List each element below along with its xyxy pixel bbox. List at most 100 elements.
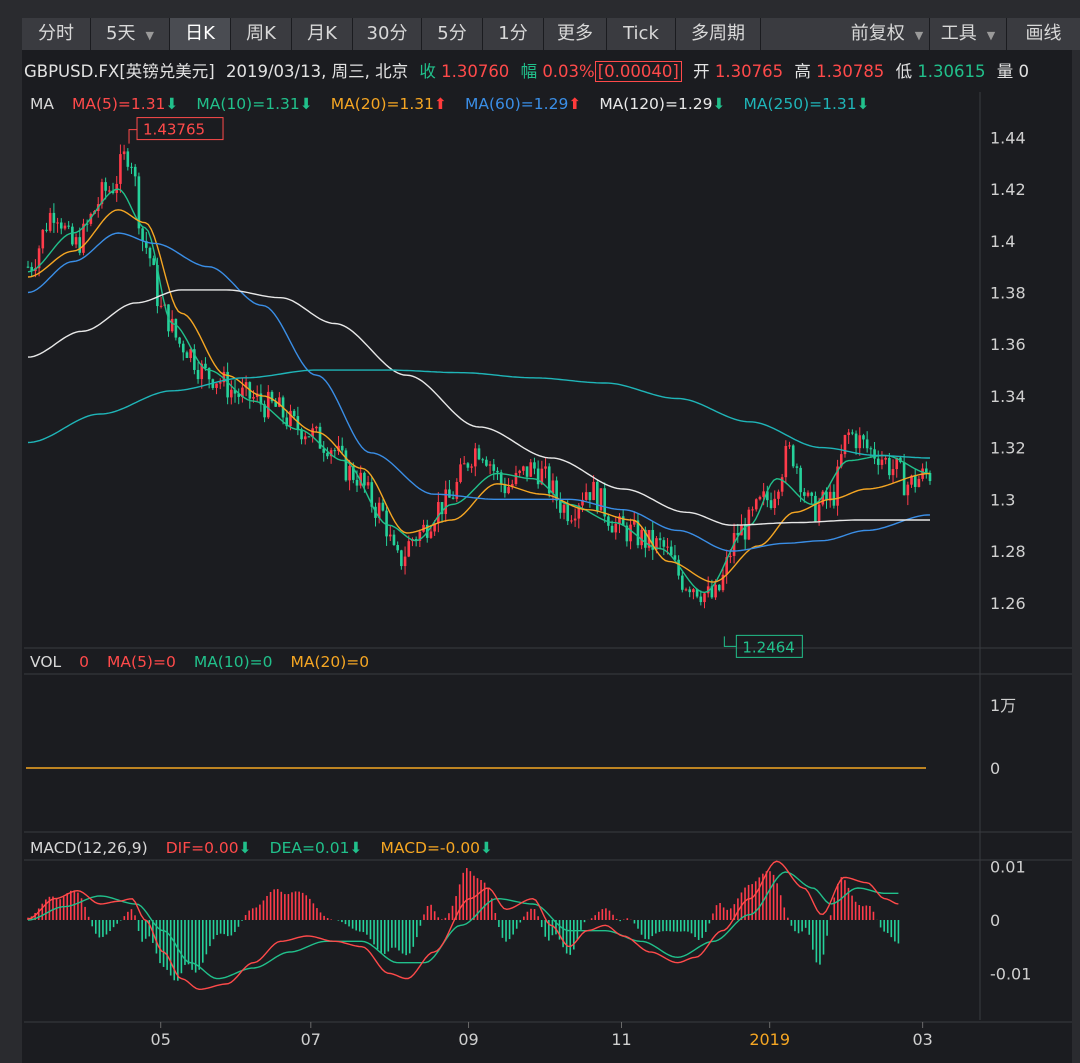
candle-body: [45, 229, 48, 231]
ma-legend: MA MA(5)=1.31⬇ MA(10)=1.31⬇ MA(20)=1.31⬆ MA(…: [30, 92, 888, 116]
candle-body: [773, 498, 777, 508]
candle-body: [588, 492, 592, 501]
arrow-down-icon: ⬇: [856, 95, 870, 113]
candle-body: [540, 468, 544, 485]
tab-5min[interactable]: 5分: [422, 18, 483, 50]
candle-body: [237, 393, 241, 397]
candle-body: [352, 465, 355, 480]
candle-body: [82, 223, 85, 253]
tab-tick[interactable]: Tick: [607, 18, 676, 50]
candle-body: [111, 190, 115, 194]
candle-body: [67, 225, 70, 227]
tab-daily-k[interactable]: 日K: [170, 18, 231, 50]
candle-body: [388, 534, 392, 537]
price-tick-label: 1.4: [990, 232, 1015, 251]
candle-body: [828, 491, 832, 501]
open-price: 1.30765: [714, 62, 784, 81]
candle-body: [522, 466, 525, 471]
candle-body: [385, 510, 388, 537]
left-side-panel[interactable]: [0, 50, 22, 1063]
candle-body: [581, 499, 584, 506]
candle-body: [873, 449, 876, 459]
tab-intraday[interactable]: 分时: [22, 18, 91, 50]
price-tick-label: 1.26: [990, 594, 1026, 613]
macd-legend-item: DEA=0.01⬇: [269, 839, 363, 857]
draw-lines-button[interactable]: 画线: [1007, 18, 1080, 50]
adjust-dropdown[interactable]: 前复权 ▼: [761, 18, 930, 50]
ma-legend-item: MA(120)=1.29⬇: [599, 95, 726, 113]
high-marker-box: [136, 117, 224, 141]
tab-multi-period[interactable]: 多周期: [676, 18, 761, 50]
candles: [26, 144, 932, 609]
candle-body: [913, 475, 917, 487]
high-marker-line: [128, 129, 138, 144]
arrow-down-icon: ⬇: [165, 95, 179, 113]
candle-body: [437, 502, 440, 524]
arrow-down-icon: ⬇: [238, 839, 252, 857]
candle-body: [699, 596, 703, 603]
candle-body: [141, 228, 144, 241]
candle-body: [230, 389, 233, 398]
candle-body: [547, 466, 551, 494]
candle-body: [817, 504, 821, 522]
candle-body: [503, 484, 507, 494]
candle-body: [492, 464, 496, 471]
tab-weekly-k[interactable]: 周K: [231, 18, 292, 50]
candle-body: [614, 523, 618, 533]
tab-monthly-k[interactable]: 月K: [292, 18, 353, 50]
tab-30min[interactable]: 30分: [353, 18, 422, 50]
candle-body: [791, 445, 795, 467]
candle-body: [196, 369, 200, 380]
price-tick-label: 1.34: [990, 387, 1026, 406]
candle-body: [178, 337, 181, 344]
right-side-panel[interactable]: [1072, 50, 1080, 1063]
candle-body: [906, 484, 910, 496]
low-annotation: 1.2464: [742, 638, 795, 656]
candle-body: [658, 538, 662, 541]
ma-legend-item: MA(10)=1.31⬇: [196, 95, 313, 113]
volume-legend: VOL 0 MA(5)=0 MA(10)=0 MA(20)=0: [30, 650, 387, 674]
candle-body: [533, 462, 536, 469]
candle-body: [788, 445, 791, 447]
x-tick-label: 2019: [749, 1030, 790, 1049]
candle-body: [444, 489, 448, 515]
candle-body: [303, 436, 307, 440]
candle-body: [618, 516, 621, 524]
candle-body: [780, 477, 784, 492]
chevron-down-icon: ▼: [145, 29, 154, 42]
ma-line: [27, 369, 930, 459]
candle-body: [577, 505, 581, 519]
tab-5day[interactable]: 5天 ▼: [91, 18, 170, 50]
candle-body: [100, 182, 104, 205]
candle-body: [721, 574, 725, 591]
tab-more[interactable]: 更多: [544, 18, 607, 50]
candle-body: [777, 491, 780, 499]
candle-body: [869, 448, 873, 450]
macd-tick-label: 0: [990, 911, 1000, 930]
candle-body: [285, 417, 289, 427]
candle-body: [888, 458, 891, 476]
candle-body: [910, 475, 913, 485]
macd-tick-label: 0.01: [990, 858, 1026, 877]
candle-body: [514, 472, 518, 485]
x-tick-label: 07: [301, 1030, 321, 1049]
tools-dropdown[interactable]: 工具 ▼: [930, 18, 1007, 50]
candle-body: [451, 497, 455, 499]
candle-body: [377, 502, 381, 518]
candle-body: [806, 492, 810, 496]
candle-body: [496, 470, 499, 473]
change-absolute: [0.00040]: [594, 61, 682, 82]
candle-body: [681, 575, 684, 590]
candle-body: [499, 472, 503, 485]
candle-body: [518, 470, 521, 473]
tab-1min[interactable]: 1分: [483, 18, 544, 50]
candle-body: [525, 466, 529, 477]
ma-legend-item: MA(60)=1.29⬆: [465, 95, 582, 113]
close-price: 1.30760: [441, 62, 510, 81]
vol-legend-item: 0: [79, 653, 90, 671]
candle-body: [666, 546, 669, 548]
candle-body: [803, 492, 806, 496]
candle-body: [266, 391, 270, 418]
